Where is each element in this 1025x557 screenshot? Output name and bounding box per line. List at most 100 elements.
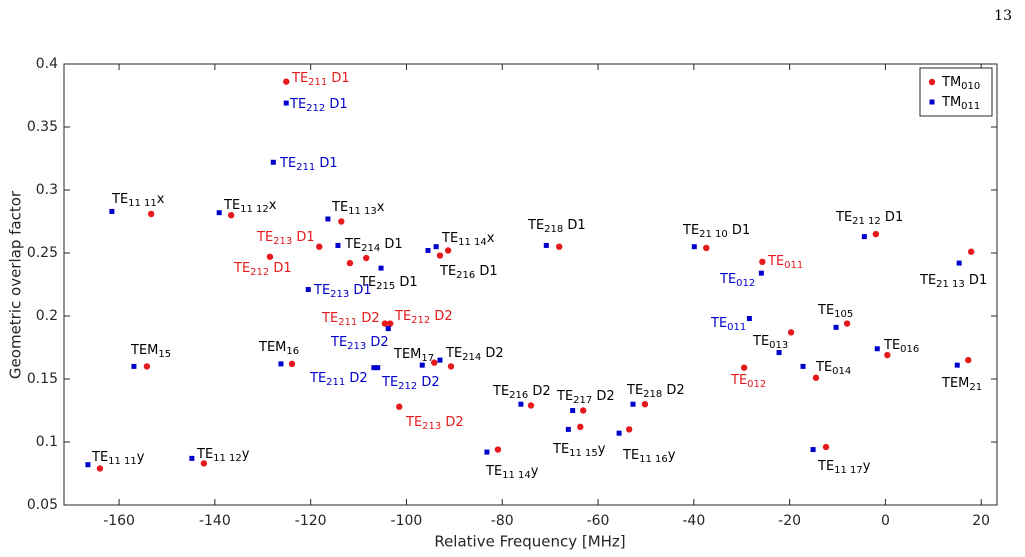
point <box>965 356 972 364</box>
annotation: TE11 14y <box>485 464 539 482</box>
annotation: TE214 D1 <box>344 237 403 255</box>
subscript: 214 <box>361 243 380 254</box>
x-tick-label: -100 <box>391 513 423 529</box>
label-part: TE <box>752 334 769 349</box>
point <box>565 426 571 432</box>
subscript: 11 11 <box>128 198 157 209</box>
subscript: 11 12 <box>213 453 242 464</box>
subscript: 11 13 <box>348 206 377 217</box>
point <box>577 423 584 431</box>
label-part: D2 <box>345 371 367 386</box>
label-part: TE <box>405 415 422 430</box>
subscript: 15 <box>158 349 171 360</box>
annotation: TE012 <box>730 373 766 391</box>
label-part: TE <box>256 230 273 245</box>
point <box>375 365 381 371</box>
point <box>283 78 290 85</box>
label-part: TE <box>196 447 213 462</box>
label-part: D1 <box>292 230 314 245</box>
subscript: 218 <box>544 224 563 235</box>
point <box>570 408 576 413</box>
point <box>833 324 839 330</box>
subscript: 17 <box>421 353 434 364</box>
label-part: TE <box>682 223 699 238</box>
annotation: TE012 <box>719 272 755 290</box>
subscript: 011 <box>784 260 803 271</box>
point <box>378 265 384 271</box>
point <box>419 362 425 368</box>
annotation: TE218 D1 <box>527 218 586 236</box>
label-part: TE <box>309 371 326 386</box>
subscript: 211 <box>326 377 345 388</box>
label-part: TE <box>626 383 643 398</box>
subscript: 214 <box>462 352 481 363</box>
subscript: 218 <box>643 389 662 400</box>
point <box>346 259 354 267</box>
annotation: TE013 <box>752 334 788 352</box>
subscript: 16 <box>286 346 299 357</box>
point <box>787 329 795 336</box>
label-part: TEM <box>941 376 969 391</box>
subscript: 211 <box>338 317 357 328</box>
point <box>425 247 431 253</box>
point <box>884 351 891 359</box>
subscript: 213 <box>330 289 349 300</box>
annotation: TE214 D2 <box>445 346 504 364</box>
subscript: 21 <box>969 382 982 393</box>
legend-label: TM011 <box>941 95 980 113</box>
subscript: 217 <box>573 395 592 406</box>
label-part: D1 <box>728 223 750 238</box>
point <box>518 401 524 407</box>
point <box>386 320 394 327</box>
subscript: 21 12 <box>852 216 881 227</box>
label-part: TE <box>622 448 639 463</box>
subscript: 21 13 <box>936 279 965 290</box>
point <box>433 244 439 250</box>
x-tick-label: -160 <box>103 513 135 529</box>
label-part: TE <box>919 273 936 288</box>
point <box>335 242 341 248</box>
point <box>579 407 587 414</box>
label-part: x <box>377 200 385 215</box>
subscript: 11 12 <box>240 204 269 215</box>
point <box>444 247 452 254</box>
plot-frame <box>63 63 998 506</box>
label-part: D1 <box>475 264 497 279</box>
label-part: D2 <box>592 389 614 404</box>
x-tick-label: -60 <box>587 513 610 529</box>
point <box>759 258 766 266</box>
annotation: TE211 D2 <box>321 311 380 329</box>
label-part: y <box>668 448 676 463</box>
annotation: TE211 D1 <box>279 156 338 174</box>
point <box>967 248 975 255</box>
subscript: 213 <box>422 421 441 432</box>
annotation: TE213 D1 <box>313 283 372 301</box>
label-part: D1 <box>881 210 903 225</box>
label-part: TE <box>359 275 376 290</box>
point <box>96 465 104 472</box>
annotation: TE011 <box>710 316 746 334</box>
point <box>363 254 370 262</box>
point <box>758 270 764 276</box>
legend-marker <box>929 99 935 105</box>
x-axis-label: Relative Frequency [MHz] <box>434 533 625 551</box>
point <box>484 449 490 455</box>
point <box>746 316 752 322</box>
point <box>278 361 284 367</box>
subscript: 216 <box>509 390 528 401</box>
annotation: TE21 12 D1 <box>835 210 903 228</box>
y-tick-label: 0.25 <box>27 245 58 261</box>
label-part: TE <box>441 231 458 246</box>
label-part: TE <box>331 200 348 215</box>
subscript: 014 <box>832 366 851 377</box>
point <box>305 287 311 293</box>
annotation: TE11 13x <box>331 200 385 218</box>
point <box>283 100 289 106</box>
label-part: TE <box>439 264 456 279</box>
label-part: TE <box>767 254 784 269</box>
point <box>822 443 830 451</box>
subscript: 11 15 <box>569 448 598 459</box>
legend-name: TM <box>941 95 961 110</box>
point <box>956 260 962 266</box>
label-part: D2 <box>430 309 452 324</box>
